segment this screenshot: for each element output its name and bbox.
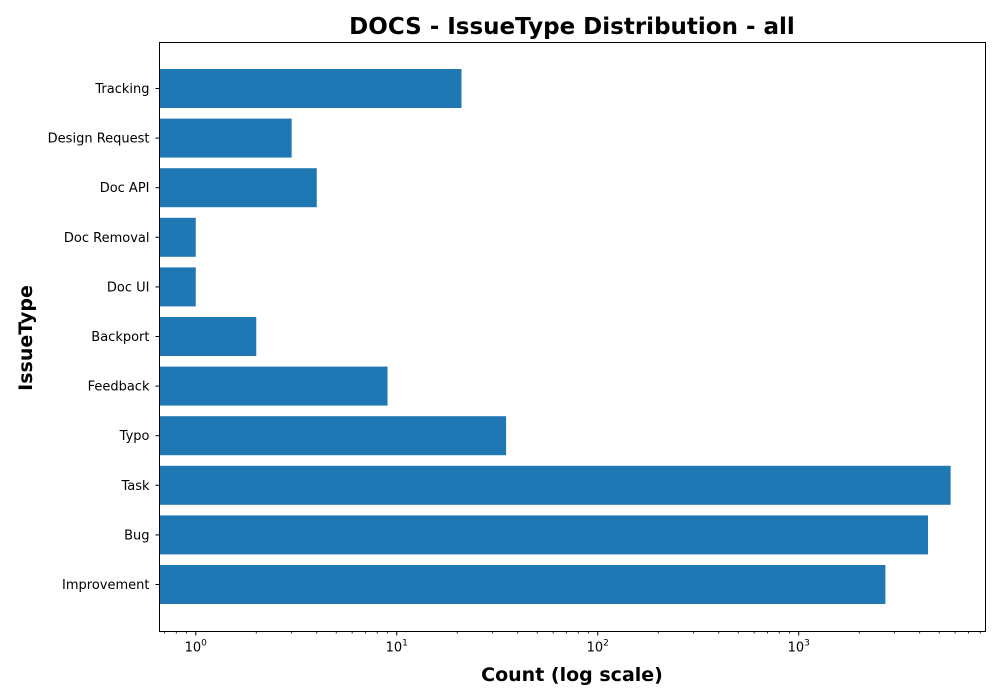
bar-backport [159, 317, 257, 356]
bars-group [159, 69, 951, 604]
y-axis-ticks: Improvement Bug Task Typo Feedback Backport Do… [48, 82, 160, 593]
y-tick-label: Feedback [88, 380, 150, 395]
x-tick-label: 103 [788, 639, 810, 656]
bar-task [159, 465, 951, 505]
y-tick-label: Typo [119, 429, 150, 444]
x-axis-ticks: 100 101 102 103 [164, 631, 981, 656]
y-tick-label: Task [120, 479, 150, 494]
y-tick-label: Doc UI [107, 280, 150, 295]
bar-tracking [159, 69, 462, 108]
bar-bug [159, 515, 929, 555]
chart-title: DOCS - IssueType Distribution - all [349, 14, 795, 40]
y-tick-label: Tracking [94, 82, 149, 97]
x-axis-label: Count (log scale) [481, 664, 663, 686]
y-tick-label: Doc API [100, 181, 150, 196]
y-tick-label: Bug [124, 528, 149, 543]
y-tick-label: Doc Removal [64, 231, 150, 246]
y-tick-label: Design Request [48, 132, 150, 147]
x-tick-label: 102 [587, 639, 609, 656]
bar-doc-ui [159, 267, 196, 307]
bar-improvement [159, 565, 886, 604]
y-axis-label: IssueType [15, 285, 37, 391]
bar-feedback [159, 366, 388, 406]
y-tick-label: Backport [91, 330, 149, 345]
plot-frame [159, 42, 986, 632]
bar-doc-removal [159, 217, 196, 257]
x-tick-label: 100 [185, 639, 208, 656]
bar-typo [159, 416, 507, 456]
bar-design-request [159, 118, 292, 158]
x-tick-label: 101 [386, 639, 408, 656]
y-tick-label: Improvement [62, 578, 149, 593]
bar-doc-api [159, 168, 317, 208]
